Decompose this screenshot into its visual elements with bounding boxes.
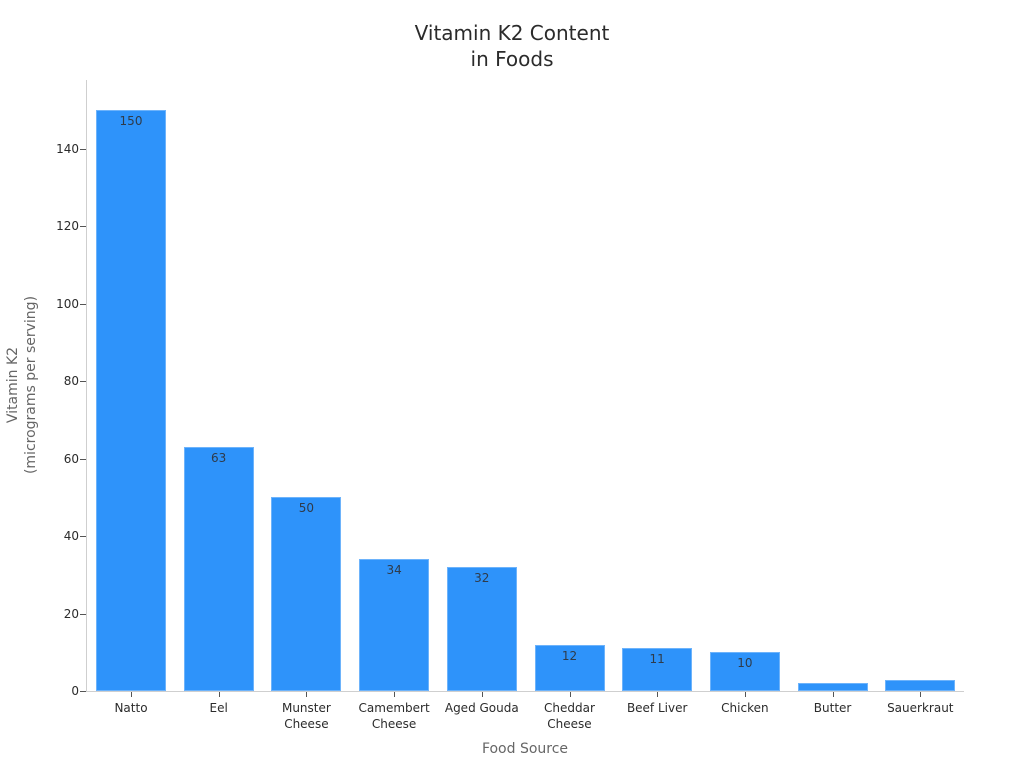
x-tick-label-line: Eel bbox=[209, 701, 228, 715]
y-tick-label: 100 bbox=[56, 296, 79, 311]
bar-value-label: 10 bbox=[737, 656, 753, 671]
x-tick-mark bbox=[481, 692, 483, 697]
chart-title: Vitamin K2 Content in Foods bbox=[0, 20, 1024, 72]
y-tick-label: 120 bbox=[56, 219, 79, 234]
y-axis-title: Vitamin K2 (micrograms per serving) bbox=[4, 296, 40, 474]
bar-eel: 63 bbox=[183, 447, 254, 691]
y-tick-label: 140 bbox=[56, 141, 79, 156]
y-tick-label: 40 bbox=[63, 529, 79, 544]
x-axis-line bbox=[86, 691, 964, 692]
x-tick-label: Munster Cheese bbox=[261, 700, 351, 732]
x-tick-label-line: Munster bbox=[281, 701, 331, 715]
y-tick-mark bbox=[80, 613, 86, 615]
x-tick-label: Cheddar Cheese bbox=[525, 700, 615, 732]
x-tick-label: Natto bbox=[86, 700, 176, 716]
x-tick-mark bbox=[832, 692, 834, 697]
y-tick-mark bbox=[80, 536, 86, 538]
x-tick-label-line: Cheese bbox=[284, 717, 329, 731]
chart-title-line-1: Vitamin K2 Content bbox=[414, 21, 610, 45]
x-axis-title: Food Source bbox=[481, 741, 569, 757]
x-tick-mark bbox=[744, 692, 746, 697]
bar-camembert-cheese: 34 bbox=[359, 559, 430, 691]
bar-chicken: 10 bbox=[709, 652, 780, 691]
x-tick-label-line: Camembert bbox=[358, 701, 430, 715]
bar-butter bbox=[797, 683, 868, 691]
bar-value-label: 50 bbox=[298, 501, 315, 516]
y-tick-label: 0 bbox=[71, 684, 79, 698]
x-tick-label: Eel bbox=[174, 700, 264, 716]
x-tick-mark bbox=[394, 692, 396, 697]
bar-value-label: 32 bbox=[474, 571, 490, 586]
x-tick-label-line: Cheese bbox=[371, 717, 417, 731]
x-tick-label-line: Butter bbox=[813, 701, 852, 715]
bar-munster-cheese: 50 bbox=[271, 497, 342, 691]
bar-natto: 150 bbox=[96, 110, 166, 691]
bar-sauerkraut bbox=[885, 680, 956, 691]
bar-value-label: 34 bbox=[386, 563, 402, 578]
y-tick-mark bbox=[80, 381, 86, 383]
y-tick-mark bbox=[80, 303, 86, 305]
y-axis-title-line-2: (micrograms per serving) bbox=[23, 295, 39, 475]
x-tick-label: Chicken bbox=[700, 700, 790, 716]
bar-aged-gouda: 32 bbox=[446, 567, 517, 691]
y-tick-mark bbox=[80, 226, 86, 228]
x-tick-label-line: Cheese bbox=[547, 717, 592, 731]
x-tick-mark bbox=[657, 692, 659, 697]
y-tick-mark bbox=[80, 691, 86, 692]
x-tick-label-line: Sauerkraut bbox=[887, 701, 954, 715]
bar-value-label: 12 bbox=[561, 648, 578, 663]
bar-cheddar-cheese: 12 bbox=[534, 644, 605, 691]
bar-value-label: 11 bbox=[649, 652, 665, 667]
bar-value-label: 150 bbox=[119, 114, 143, 129]
x-tick-label: Sauerkraut bbox=[875, 700, 965, 716]
bar-value-label: 63 bbox=[211, 451, 227, 465]
x-tick-label-line: Beef Liver bbox=[626, 701, 688, 715]
x-tick-label: Beef Liver bbox=[612, 700, 702, 716]
x-tick-label-line: Chicken bbox=[721, 701, 769, 715]
x-tick-label-line: Cheddar bbox=[544, 701, 595, 715]
x-tick-label-line: Natto bbox=[114, 701, 148, 715]
x-tick-mark bbox=[569, 692, 571, 697]
y-tick-label: 80 bbox=[63, 374, 79, 389]
y-tick-label: 20 bbox=[63, 606, 79, 621]
x-tick-mark bbox=[218, 692, 220, 697]
x-tick-mark bbox=[920, 692, 922, 697]
y-tick-label: 60 bbox=[63, 451, 79, 466]
x-tick-label-line: Aged Gouda bbox=[444, 701, 519, 715]
x-tick-label: Camembert Cheese bbox=[349, 700, 439, 732]
x-tick-mark bbox=[131, 692, 132, 697]
y-tick-mark bbox=[80, 458, 86, 460]
x-tick-label: Aged Gouda bbox=[437, 700, 527, 716]
x-tick-label: Butter bbox=[788, 700, 878, 716]
chart-title-line-2: in Foods bbox=[470, 47, 554, 71]
x-tick-mark bbox=[306, 692, 308, 697]
bar-beef-liver: 11 bbox=[622, 648, 693, 691]
y-tick-mark bbox=[80, 148, 86, 150]
y-axis-title-line-1: Vitamin K2 bbox=[5, 346, 21, 424]
y-axis-line bbox=[86, 80, 87, 692]
